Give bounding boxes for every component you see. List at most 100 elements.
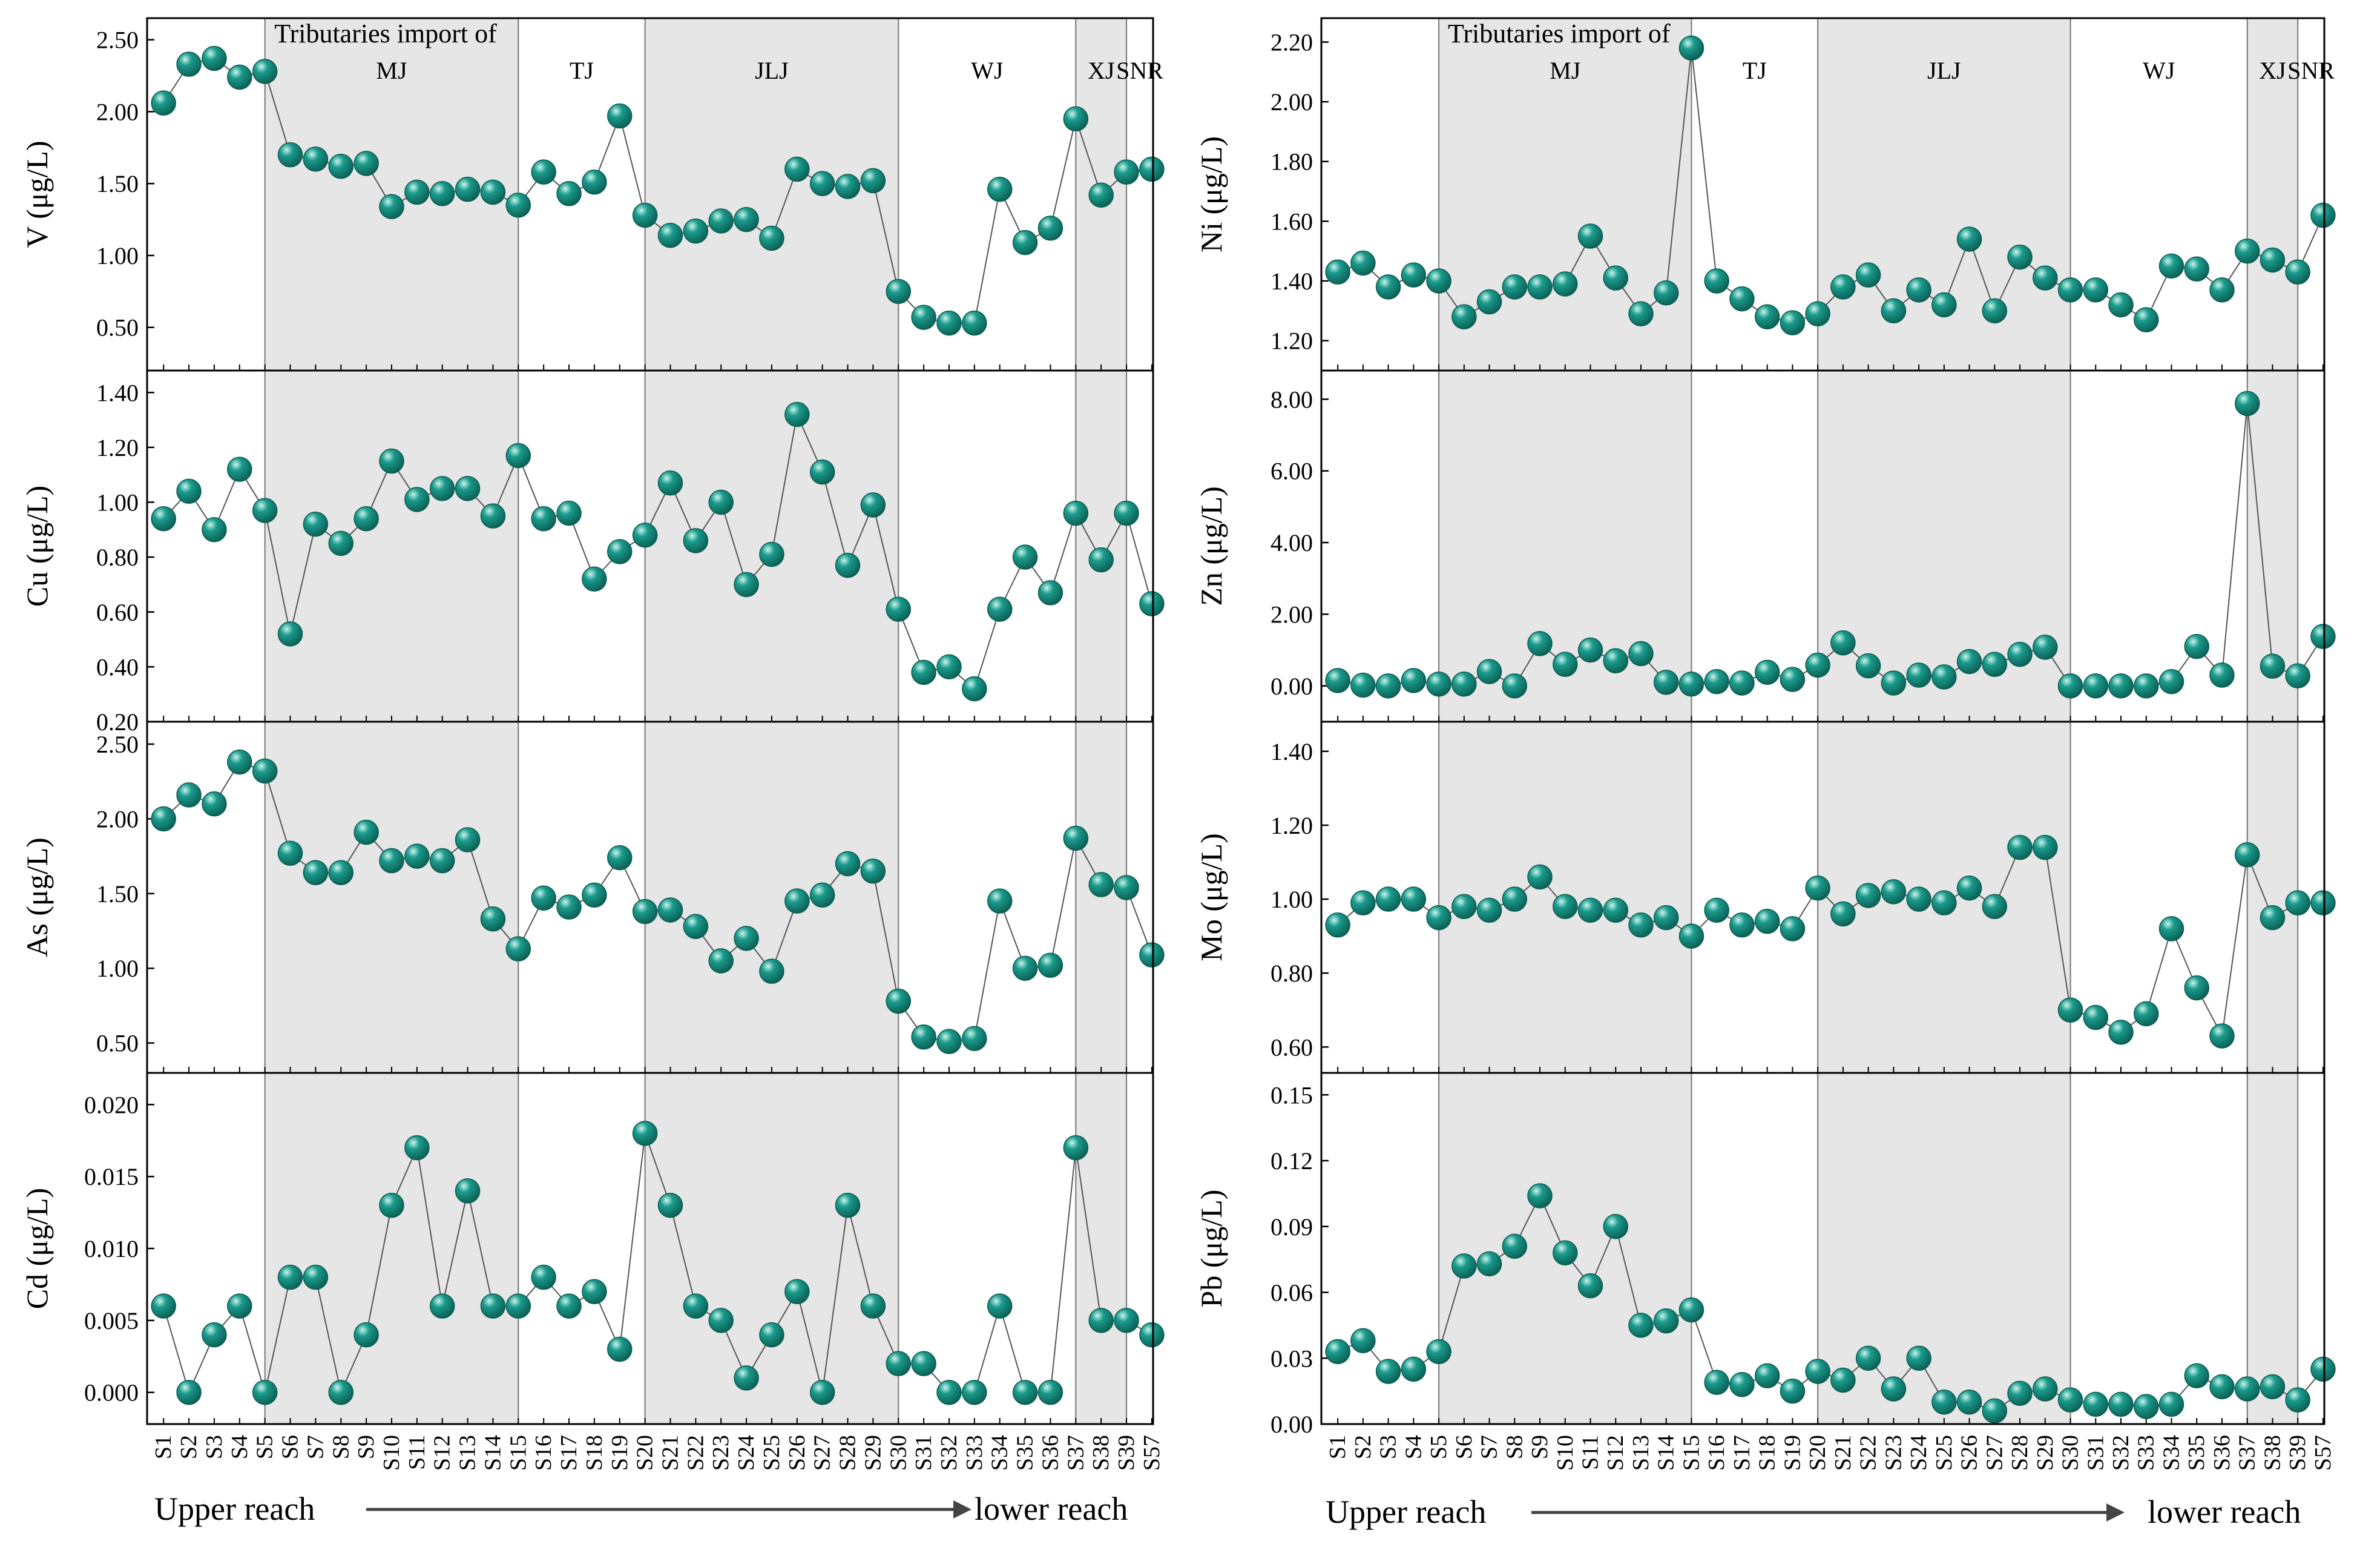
data-point [2108,292,2134,318]
data-point [1375,673,1401,699]
data-point [455,176,481,202]
data-point [202,1322,227,1348]
data-point [582,882,607,908]
series-line [1337,403,2324,687]
data-point [835,174,861,199]
data-point [151,506,176,532]
data-point [1678,1297,1704,1323]
region-shade-jlj [645,722,899,1073]
x-tick-label: S27 [810,1435,835,1471]
x-tick-label: S14 [1654,1435,1679,1471]
data-point [1780,916,1806,942]
region-label-xj: XJ [1088,57,1114,84]
x-tick-label: S32 [2108,1435,2134,1471]
data-point [2133,673,2159,699]
data-point [2007,834,2033,860]
region-shade-mj [265,1073,519,1424]
data-point [582,170,607,195]
data-point [531,506,556,532]
data-point [176,478,202,504]
data-point [1956,875,1982,901]
x-tick-label: S13 [455,1435,481,1471]
x-tick-label: S33 [2134,1435,2159,1471]
x-tick-label: S20 [1805,1435,1830,1471]
data-point [1088,182,1114,208]
region-shade-mj [265,371,519,722]
y-tick-label: 0.50 [96,314,139,341]
y-tick-label: 0.15 [1271,1081,1313,1109]
x-tick-label: S25 [759,1435,784,1471]
data-point [1881,670,1907,696]
data-point [2158,916,2184,942]
data-point [227,64,252,90]
data-point [1931,292,1957,318]
data-point [2108,1020,2134,1045]
data-point [1114,500,1139,526]
x-tick-label: S4 [1401,1435,1426,1459]
data-point [1451,304,1477,329]
data-point [886,1351,912,1376]
data-point [1553,1240,1578,1265]
y-tick-label: 4.00 [1271,529,1313,556]
x-tick-label: S39 [1114,1435,1139,1471]
x-tick-label: S19 [607,1435,633,1471]
data-point [2260,1374,2286,1400]
data-point [657,1192,683,1218]
data-point [2234,1376,2260,1402]
data-point [1653,670,1679,695]
y-tick-label: 1.20 [1271,328,1313,355]
data-point [1502,1233,1528,1259]
x-tick-label: S12 [1603,1435,1628,1471]
data-point [2285,663,2310,688]
y-tick-label: 2.20 [1271,28,1313,56]
data-point [429,476,455,501]
data-point [860,168,886,194]
x-tick-label: S3 [202,1435,227,1459]
data-point [379,848,404,874]
data-point [227,1293,252,1319]
lower-reach-label-left: lower reach [975,1491,1128,1527]
data-point [1956,648,1982,674]
region-label-wj: WJ [971,57,1003,84]
data-point [1881,1376,1907,1402]
data-point [809,171,835,196]
data-point [835,552,861,578]
y-tick-label: 6.00 [1271,458,1313,485]
x-tick-label: S3 [1376,1435,1401,1459]
data-point [582,566,607,592]
data-point [911,1351,936,1376]
data-point [176,51,202,77]
data-point [2209,1023,2235,1049]
y-tick-label: 1.40 [1271,738,1313,765]
x-tick-label: S8 [1502,1435,1527,1459]
data-point [277,621,303,647]
data-point [1603,1214,1628,1239]
x-tick-label: S57 [2310,1435,2336,1471]
data-point [404,179,430,205]
data-point [2209,1374,2235,1400]
data-point [1603,265,1628,291]
data-point [1063,825,1089,851]
data-point [1527,864,1553,890]
data-point [1704,897,1729,923]
data-point [1982,651,2008,678]
y-tick-label: 0.80 [96,544,139,571]
data-point [1754,1363,1780,1388]
y-tick-label: 2.00 [1271,601,1313,628]
data-point [657,222,683,248]
data-point [734,206,759,232]
plot-frame [1320,1072,2326,1425]
data-point [784,401,810,427]
data-point [1754,659,1780,685]
region-label-xj: XJ [2259,57,2286,84]
data-point [404,487,430,512]
data-point [708,489,734,515]
data-point [1375,886,1401,912]
data-point [252,59,278,84]
data-point [429,181,455,206]
data-point [1982,298,2008,324]
x-tick-label: S6 [278,1435,303,1459]
data-point [1012,955,1038,981]
